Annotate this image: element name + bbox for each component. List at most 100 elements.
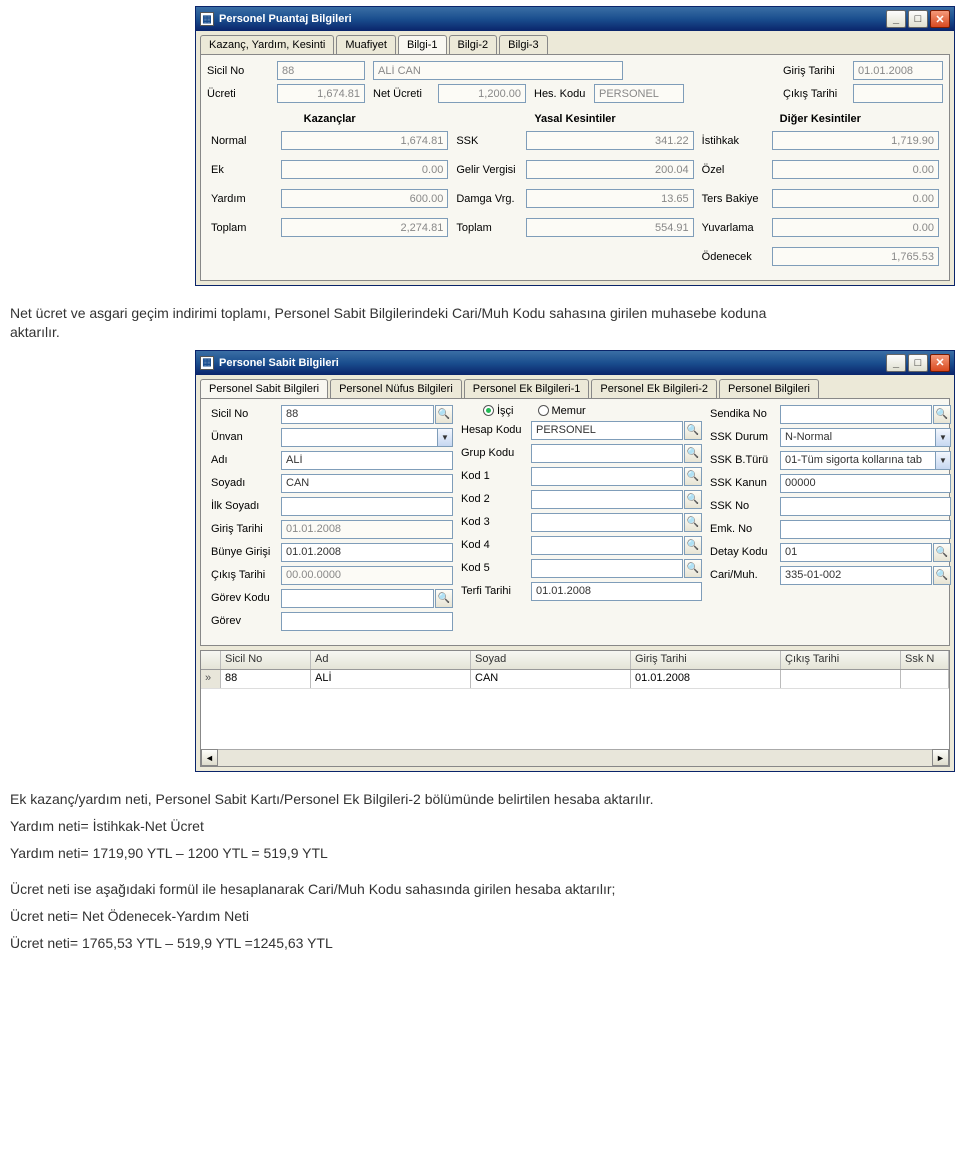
lookup-icon[interactable]: 🔍 <box>684 444 702 463</box>
cikis-field[interactable] <box>281 566 453 585</box>
tab-bilgi1[interactable]: Bilgi-1 <box>398 35 447 54</box>
scroll-left-icon[interactable]: ◄ <box>201 749 218 766</box>
gorevkodu-label: Görev Kodu <box>211 592 281 604</box>
ktoplam-field[interactable] <box>281 218 448 237</box>
tab-bilgiler[interactable]: Personel Bilgileri <box>719 379 819 398</box>
ssk-field[interactable] <box>526 131 693 150</box>
kod3-field[interactable] <box>531 513 683 532</box>
dropdown-icon[interactable]: ▼ <box>936 428 951 447</box>
grupkodu-field[interactable] <box>531 444 683 463</box>
ytoplam-field[interactable] <box>526 218 693 237</box>
col-ad[interactable]: Ad <box>311 651 471 669</box>
yuvarlama-field[interactable] <box>772 218 939 237</box>
cell-sicilno: 88 <box>221 670 311 688</box>
ucreti-field[interactable] <box>277 84 365 103</box>
dv-field[interactable] <box>526 189 693 208</box>
sskno-field[interactable] <box>780 497 951 516</box>
close-button[interactable]: ✕ <box>930 354 950 372</box>
heskodu-field[interactable] <box>594 84 684 103</box>
tab-ek1[interactable]: Personel Ek Bilgileri-1 <box>464 379 590 398</box>
gv-field[interactable] <box>526 160 693 179</box>
maximize-button[interactable]: □ <box>908 354 928 372</box>
bunye-field[interactable] <box>281 543 453 562</box>
lookup-icon[interactable]: 🔍 <box>435 405 453 424</box>
cell-ad: ALİ <box>311 670 471 688</box>
adi-field[interactable] <box>281 451 453 470</box>
col-giris[interactable]: Giriş Tarihi <box>631 651 781 669</box>
scroll-right-icon[interactable]: ► <box>932 749 949 766</box>
lookup-icon[interactable]: 🔍 <box>684 513 702 532</box>
lookup-icon[interactable]: 🔍 <box>435 589 453 608</box>
sskkanun-field[interactable] <box>780 474 951 493</box>
scrollbar[interactable]: ◄ ► <box>201 749 949 766</box>
carimuh-field[interactable] <box>780 566 932 585</box>
tab-kazanc[interactable]: Kazanç, Yardım, Kesinti <box>200 35 334 54</box>
kod5-field[interactable] <box>531 559 683 578</box>
tab-muafiyet[interactable]: Muafiyet <box>336 35 396 54</box>
odenecek-field[interactable] <box>772 247 939 266</box>
tab-bilgi2[interactable]: Bilgi-2 <box>449 35 498 54</box>
kod4-field[interactable] <box>531 536 683 555</box>
dropdown-icon[interactable]: ▼ <box>936 451 951 470</box>
emkno-field[interactable] <box>780 520 951 539</box>
lookup-icon[interactable]: 🔍 <box>933 566 951 585</box>
yardim-field[interactable] <box>281 189 448 208</box>
lookup-icon[interactable]: 🔍 <box>933 543 951 562</box>
sskdurum-field[interactable] <box>780 428 936 447</box>
kod1-field[interactable] <box>531 467 683 486</box>
sskkanun-label: SSK Kanun <box>710 477 780 489</box>
dropdown-icon[interactable]: ▼ <box>438 428 453 447</box>
tab-nufus[interactable]: Personel Nüfus Bilgileri <box>330 379 462 398</box>
col-soyad[interactable]: Soyad <box>471 651 631 669</box>
cell-soyad: CAN <box>471 670 631 688</box>
grid-row[interactable]: » 88 ALİ CAN 01.01.2008 <box>201 670 949 689</box>
tab-ek2[interactable]: Personel Ek Bilgileri-2 <box>591 379 717 398</box>
minimize-button[interactable]: _ <box>886 10 906 28</box>
sicilno-field[interactable] <box>281 405 434 424</box>
detaykodu-field[interactable] <box>780 543 932 562</box>
lookup-icon[interactable]: 🔍 <box>933 405 951 424</box>
tabs2: Personel Sabit Bilgileri Personel Nüfus … <box>196 375 954 398</box>
lookup-icon[interactable]: 🔍 <box>684 536 702 555</box>
terfi-label: Terfi Tarihi <box>461 585 531 597</box>
hesapkodu-field[interactable] <box>531 421 683 440</box>
data-grid[interactable]: Sicil No Ad Soyad Giriş Tarihi Çıkış Tar… <box>200 650 950 767</box>
istihkak-field[interactable] <box>772 131 939 150</box>
lookup-icon[interactable]: 🔍 <box>684 490 702 509</box>
kod2-field[interactable] <box>531 490 683 509</box>
maximize-button[interactable]: □ <box>908 10 928 28</box>
tab-sabit[interactable]: Personel Sabit Bilgileri <box>200 379 328 398</box>
titlebar2: ▦ Personel Sabit Bilgileri _ □ ✕ <box>196 351 954 375</box>
giris-field[interactable] <box>281 520 453 539</box>
terfi-field[interactable] <box>531 582 702 601</box>
soyadi-field[interactable] <box>281 474 453 493</box>
normal-field[interactable] <box>281 131 448 150</box>
cikis-field[interactable] <box>853 84 943 103</box>
unvan-field[interactable] <box>281 428 438 447</box>
sicilno-field[interactable] <box>277 61 365 80</box>
ters-field[interactable] <box>772 189 939 208</box>
sendika-field[interactable] <box>780 405 932 424</box>
isci-radio[interactable] <box>483 405 494 416</box>
yardim-label: Yardım <box>211 193 281 205</box>
tab-bilgi3[interactable]: Bilgi-3 <box>499 35 548 54</box>
memur-radio[interactable] <box>538 405 549 416</box>
col-sicilno[interactable]: Sicil No <box>221 651 311 669</box>
gorev-field[interactable] <box>281 612 453 631</box>
close-button[interactable]: ✕ <box>930 10 950 28</box>
col-sskn[interactable]: Ssk N <box>901 651 949 669</box>
normal-label: Normal <box>211 135 281 147</box>
minimize-button[interactable]: _ <box>886 354 906 372</box>
lookup-icon[interactable]: 🔍 <box>684 559 702 578</box>
lookup-icon[interactable]: 🔍 <box>684 421 702 440</box>
name-field[interactable] <box>373 61 623 80</box>
ilksoyadi-field[interactable] <box>281 497 453 516</box>
ek-field[interactable] <box>281 160 448 179</box>
col-cikis[interactable]: Çıkış Tarihi <box>781 651 901 669</box>
gorevkodu-field[interactable] <box>281 589 434 608</box>
netucreti-field[interactable] <box>438 84 526 103</box>
ozel-field[interactable] <box>772 160 939 179</box>
sskbt-field[interactable] <box>780 451 936 470</box>
giris-field[interactable] <box>853 61 943 80</box>
lookup-icon[interactable]: 🔍 <box>684 467 702 486</box>
